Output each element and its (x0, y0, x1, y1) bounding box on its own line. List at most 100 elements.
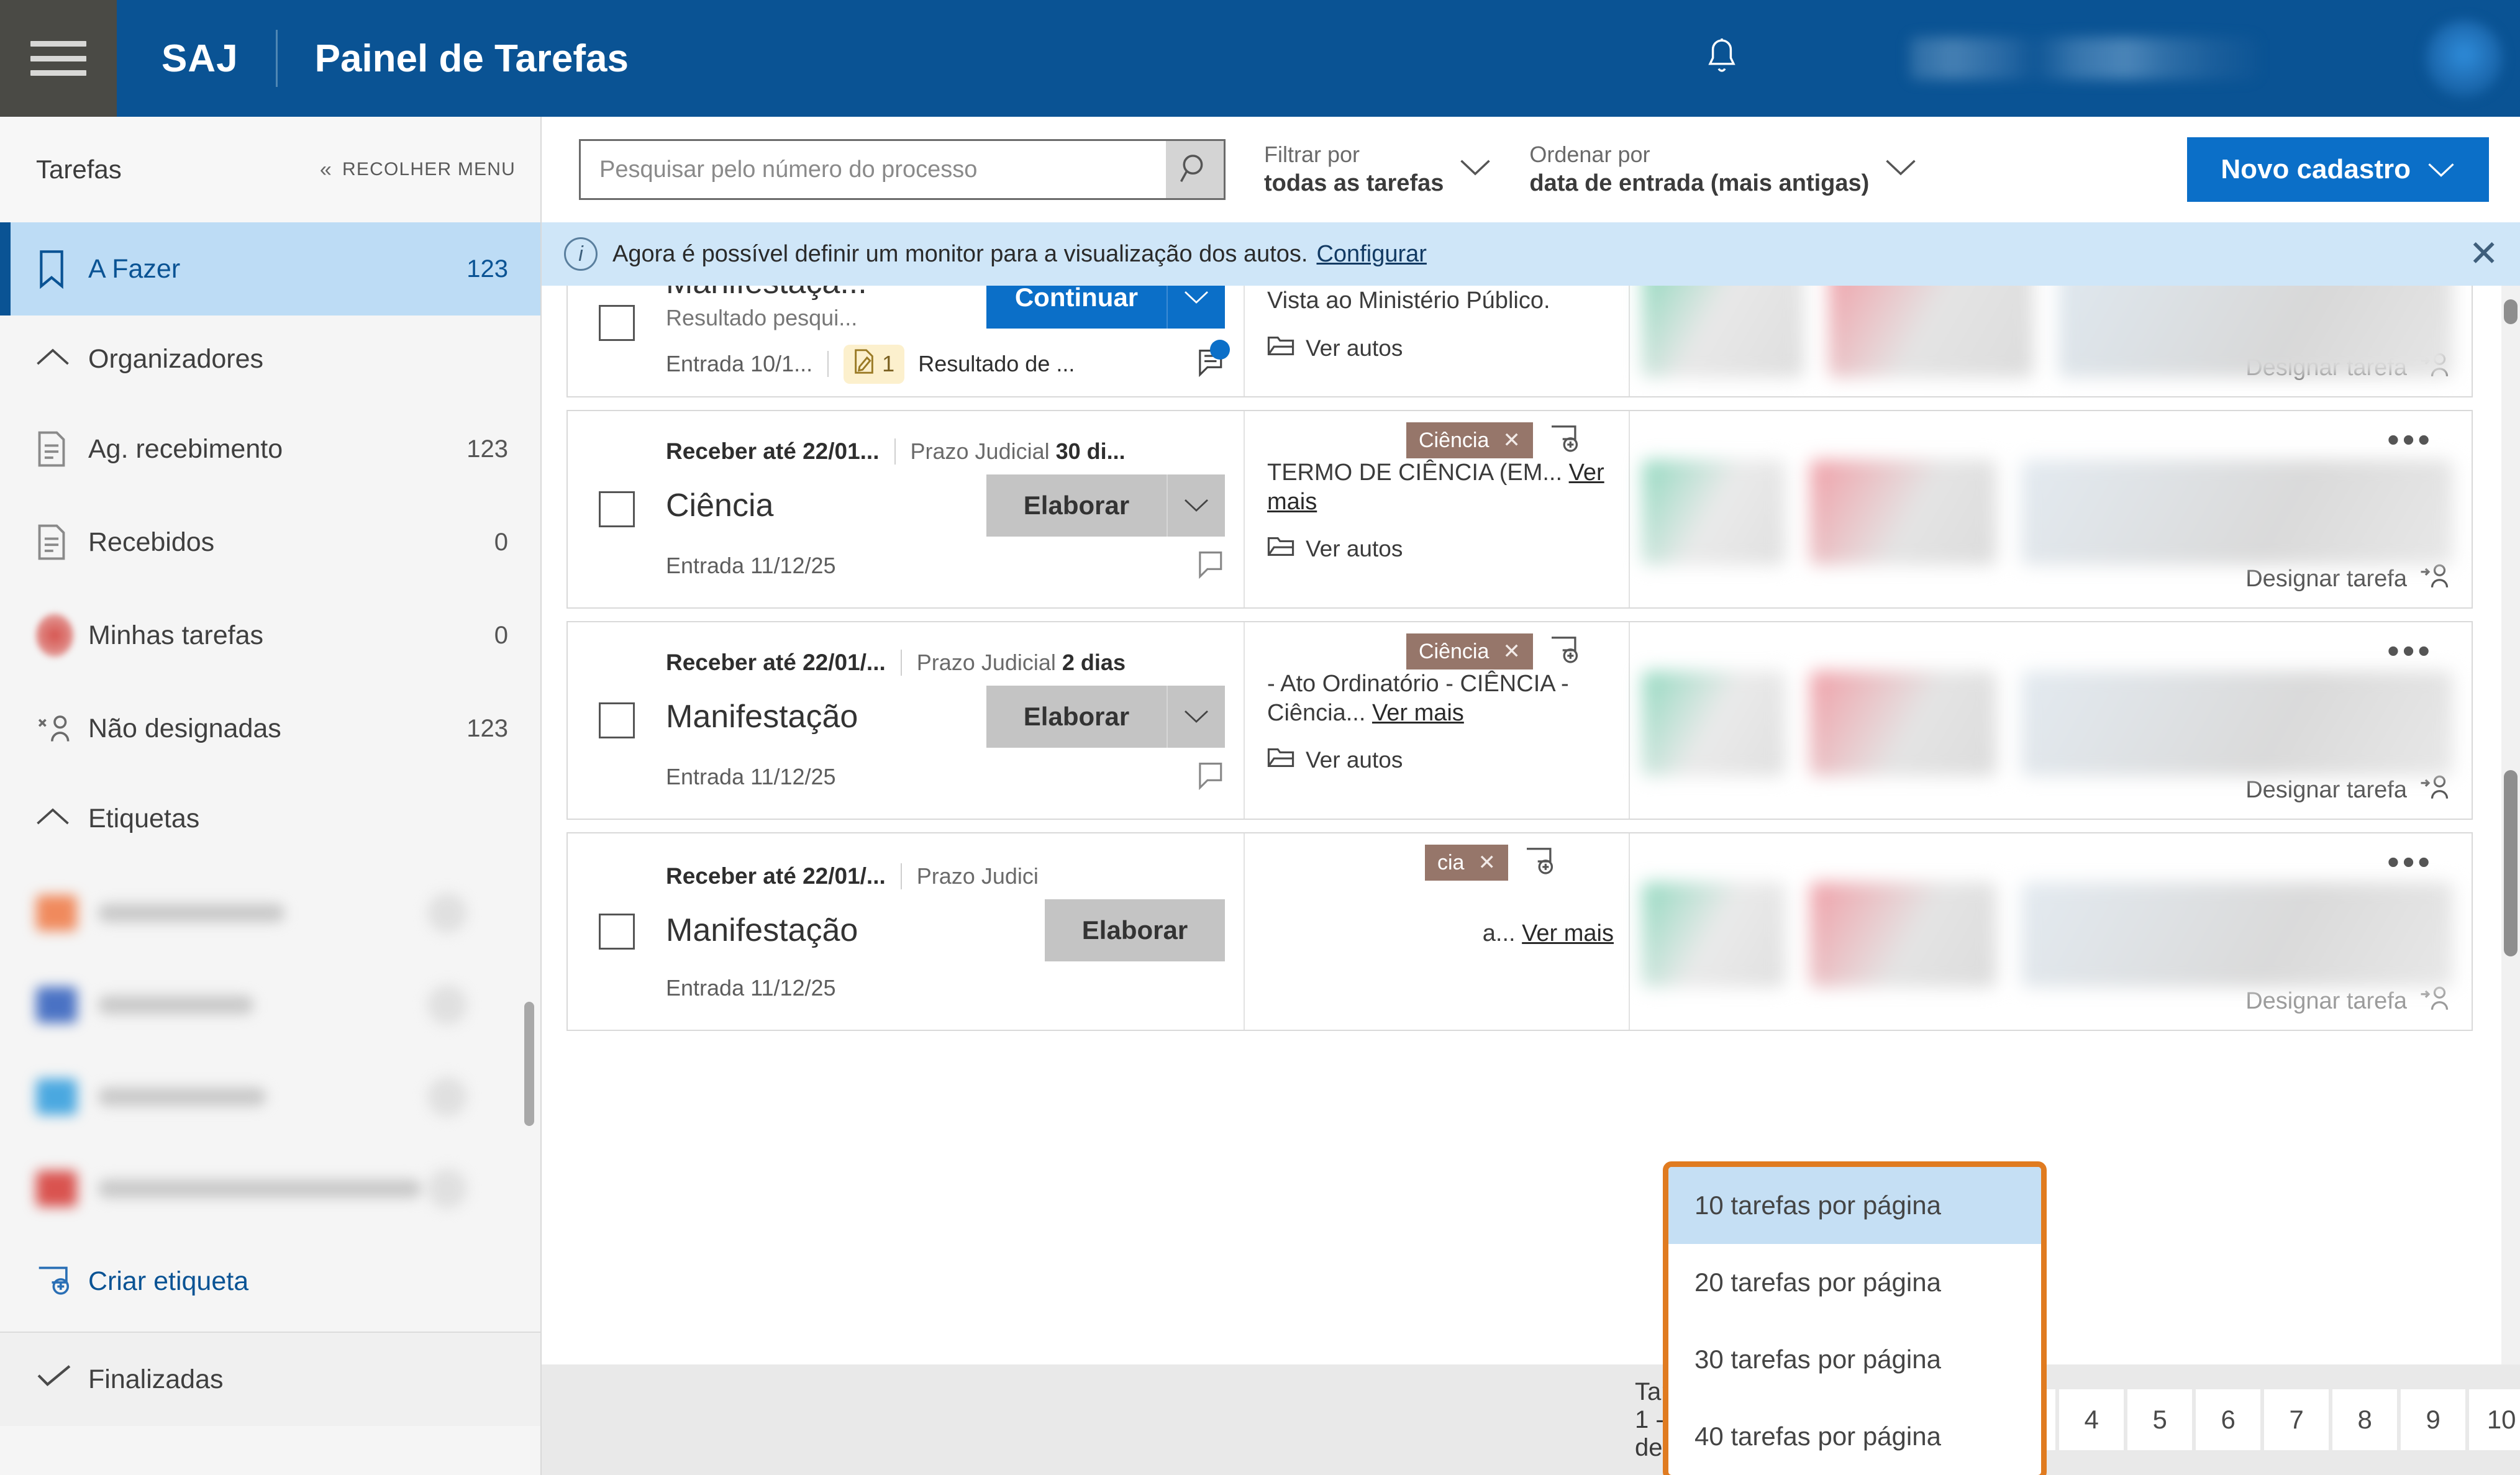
avatar-dot-icon (36, 614, 82, 657)
status-badge[interactable]: cia ✕ (1425, 845, 1508, 881)
sidebar-item-recebidos[interactable]: Recebidos 0 (0, 496, 540, 589)
assign-task-button[interactable]: Designar tarefa (2245, 561, 2472, 607)
tag-close-icon[interactable]: ✕ (1503, 429, 1521, 452)
sort-dropdown[interactable]: Ordenar por data de entrada (mais antiga… (1529, 142, 1916, 196)
notifications-button[interactable] (1702, 37, 1742, 80)
view-records-button[interactable]: Ver autos (1267, 746, 1614, 775)
pagination-page-button[interactable]: 4 (2059, 1389, 2124, 1450)
create-tag-label: Criar etiqueta (88, 1266, 249, 1296)
task-title: Manifestaçã... (666, 286, 867, 301)
view-records-label: Ver autos (1306, 747, 1403, 773)
task-comment-button[interactable] (1198, 550, 1225, 582)
list-item[interactable] (36, 1051, 540, 1143)
more-options-icon[interactable]: ••• (2387, 842, 2433, 881)
task-card[interactable]: Receber até 22/01/... Prazo Judici Manif… (566, 832, 2473, 1031)
task-card[interactable]: Receber até 22/01... Prazo Judicial 30 d… (566, 410, 2473, 609)
task-description-cell: TERMO DE CIÊNCIA (EM... Ver mais Ver aut… (1244, 411, 1629, 607)
sidebar-item-ag-recebimento[interactable]: Ag. recebimento 123 (0, 402, 540, 496)
pagination-page-button[interactable]: 6 (2196, 1389, 2261, 1450)
view-records-button[interactable]: Ver autos (1267, 535, 1614, 564)
assign-task-button[interactable]: Designar tarefa (2245, 773, 2472, 819)
tag-close-icon[interactable]: ✕ (1478, 851, 1496, 874)
task-action-button[interactable]: Elaborar (986, 474, 1167, 537)
view-more-link[interactable]: Ver mais (1267, 460, 1604, 515)
page-size-option[interactable]: 30 tarefas por página (1694, 1345, 1941, 1374)
task-checkbox[interactable] (599, 491, 635, 527)
assign-task-label: Designar tarefa (2245, 776, 2407, 803)
task-card[interactable]: Manifestaçã... Resultado pesqui... Conti… (566, 286, 2473, 397)
view-more-link[interactable]: Ver mais (1371, 699, 1464, 726)
pagination-page-button[interactable]: 5 (2127, 1389, 2193, 1450)
pagination-page-button[interactable]: 8 (2332, 1389, 2398, 1450)
task-action-dropdown[interactable] (1167, 685, 1225, 748)
page-size-option[interactable]: 40 tarefas por página (1694, 1422, 1941, 1451)
filter-dropdown[interactable]: Filtrar por todas as tarefas (1264, 142, 1491, 196)
status-badge[interactable]: Ciência ✕ (1406, 422, 1533, 458)
task-action-button[interactable]: Elaborar (1045, 899, 1225, 961)
page-size-option[interactable]: 20 tarefas por página (1694, 1268, 1941, 1297)
task-action-button[interactable]: Elaborar (986, 685, 1167, 748)
search-input[interactable] (579, 139, 1166, 200)
add-tag-icon[interactable] (1524, 846, 1559, 879)
more-options-icon[interactable]: ••• (2387, 631, 2433, 670)
task-card[interactable]: Receber até 22/01/... Prazo Judicial 2 d… (566, 621, 2473, 820)
sidebar-group-etiquetas[interactable]: Etiquetas (0, 775, 540, 862)
task-checkbox[interactable] (599, 305, 635, 341)
configure-link[interactable]: Configurar (1316, 240, 1427, 267)
chevron-double-left-icon: « (319, 158, 333, 181)
task-action-group: Continuar (986, 286, 1225, 329)
add-tag-icon[interactable] (1549, 635, 1584, 668)
page-size-dropdown[interactable]: 10 tarefas por página 20 tarefas por pág… (1663, 1161, 2047, 1475)
pagination-bar: Tarefas 1 - 10 de 93 1 2 3 4 5 6 (542, 1364, 2520, 1475)
page-size-option[interactable]: 10 tarefas por página (1668, 1167, 2041, 1244)
assign-user-icon (2419, 984, 2450, 1019)
task-title: Manifestação (666, 698, 858, 735)
sidebar-header: Tarefas « RECOLHER MENU (0, 117, 540, 222)
task-title-row: Manifestação Elaborar (666, 899, 1225, 961)
task-comment-button[interactable] (1198, 761, 1225, 793)
sidebar-item-finalizadas[interactable]: Finalizadas (0, 1333, 540, 1426)
task-action-dropdown[interactable] (1167, 286, 1225, 329)
add-tag-icon[interactable] (1549, 424, 1584, 457)
status-badge-label: Ciência (1419, 428, 1490, 452)
task-checkbox[interactable] (599, 702, 635, 738)
sidebar-item-minhas-tarefas[interactable]: Minhas tarefas 0 (0, 589, 540, 682)
search-button[interactable] (1166, 139, 1226, 200)
task-deadline-row: Receber até 22/01/... Prazo Judicial 2 d… (666, 649, 1225, 676)
pagination-page-button[interactable]: 7 (2264, 1389, 2329, 1450)
task-comment-button[interactable] (1198, 339, 1230, 380)
collapse-menu-button[interactable]: « RECOLHER MENU (320, 159, 516, 180)
list-item[interactable] (36, 959, 540, 1051)
sidebar-item-count: 0 (494, 621, 508, 649)
list-item[interactable] (36, 1143, 540, 1235)
list-item[interactable] (36, 867, 540, 959)
pagination-page-button[interactable]: 10 (2469, 1389, 2520, 1450)
task-action-dropdown[interactable] (1167, 474, 1225, 537)
task-prazo-label: Prazo Judici (916, 863, 1039, 889)
sidebar-scrollbar[interactable] (524, 1002, 534, 1126)
close-icon[interactable]: ✕ (2468, 234, 2499, 274)
task-checkbox[interactable] (599, 914, 635, 950)
assign-task-label: Designar tarefa (2245, 987, 2407, 1014)
main-scrollbar-thumb-bottom[interactable] (2504, 770, 2518, 956)
main-scrollbar-thumb[interactable] (2504, 299, 2518, 324)
task-doc-pill[interactable]: 1 (844, 344, 905, 384)
task-deadline-row: Receber até 22/01... Prazo Judicial 30 d… (666, 438, 1225, 465)
assign-task-button[interactable]: Designar tarefa (2245, 984, 2472, 1030)
menu-toggle-button[interactable] (0, 0, 117, 117)
view-more-link[interactable]: Ver mais (1522, 920, 1614, 946)
sidebar-item-nao-designadas[interactable]: Não designadas 123 (0, 682, 540, 775)
view-records-button[interactable]: Ver autos (1267, 334, 1614, 363)
create-tag-button[interactable]: Criar etiqueta (0, 1235, 540, 1328)
avatar[interactable] (2426, 20, 2503, 97)
task-action-button[interactable]: Continuar (986, 286, 1167, 329)
sidebar-group-organizadores[interactable]: Organizadores (0, 315, 540, 402)
chevron-up-icon (36, 345, 82, 373)
pagination-page-button[interactable]: 9 (2401, 1389, 2466, 1450)
sidebar-item-a-fazer[interactable]: A Fazer 123 (0, 222, 540, 315)
tag-close-icon[interactable]: ✕ (1503, 640, 1521, 663)
comment-icon (1198, 551, 1225, 581)
new-registration-button[interactable]: Novo cadastro (2187, 137, 2489, 202)
more-options-icon[interactable]: ••• (2387, 420, 2433, 459)
status-badge[interactable]: Ciência ✕ (1406, 633, 1533, 669)
